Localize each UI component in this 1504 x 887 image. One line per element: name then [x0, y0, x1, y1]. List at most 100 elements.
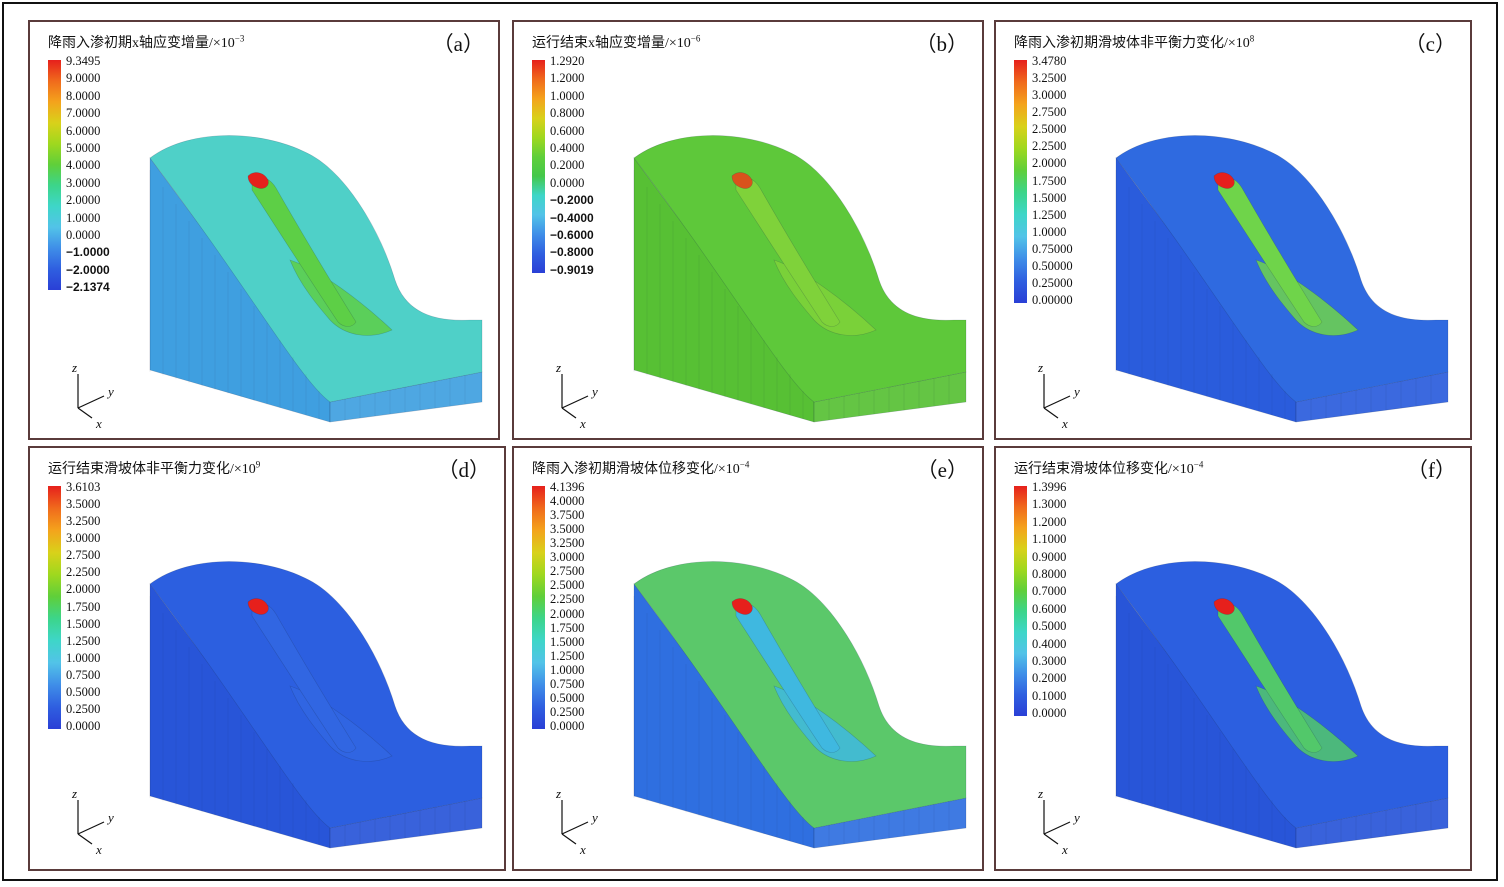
- colorbar-tick-label: −0.8000: [550, 245, 594, 260]
- colorbar-tick-label: 0.2000: [1032, 671, 1067, 686]
- panel-label: （d）: [437, 458, 491, 482]
- slope-right-face: [329, 797, 483, 849]
- slope-right-face: [329, 371, 483, 423]
- hot-spot: [247, 598, 269, 615]
- colorbar-tick-label: 9.3495: [66, 54, 101, 68]
- slope-model-render: [1115, 135, 1449, 423]
- colorbar-tick-label: 0.0000: [1032, 706, 1067, 721]
- axes-triad: z y x: [1037, 786, 1080, 856]
- x-axis-label: x: [1061, 842, 1068, 856]
- colorbar: [1014, 60, 1027, 303]
- mesh-lines: [149, 170, 466, 422]
- slide-zone-band: [735, 602, 841, 753]
- figure-panel: 降雨入渗初期x轴应变增量/×10−3 （a） 9.3495 9.0000 8.0000 7…: [28, 20, 500, 440]
- colorbar-tick-label: 0.8000: [550, 106, 585, 121]
- colorbar-tick-label: 3.2500: [66, 514, 101, 529]
- slide-zone-band: [1217, 602, 1323, 753]
- panel-title: 降雨入渗初期滑坡体非平衡力变化/×108: [1014, 33, 1255, 51]
- colorbar-tick-label: 0.00000: [1032, 293, 1073, 307]
- x-axis: [1043, 833, 1059, 845]
- figure-panel: 降雨入渗初期滑坡体位移变化/×10−4 （e） 4.1396 4.0000 3.7500…: [512, 446, 984, 871]
- colorbar-ticks: 1.3996 1.3000 1.2000 1.1000 0.9000 0.8000 0.70…: [1032, 481, 1112, 729]
- colorbar-tick-label: 1.7500: [1032, 173, 1067, 188]
- colorbar-tick-label: 9.0000: [66, 71, 101, 86]
- panel-label: （c）: [1404, 32, 1456, 56]
- colorbar-tick-label: 2.7500: [550, 564, 585, 579]
- colorbar: [48, 486, 61, 729]
- colorbar-tick-label: 0.2000: [550, 158, 585, 173]
- colorbar-tick-label: −2.0000: [66, 262, 110, 277]
- slide-zone-band: [251, 176, 357, 327]
- colorbar: [532, 486, 545, 729]
- colorbar-tick-label: 2.2500: [1032, 139, 1067, 154]
- colorbar-ticks: 4.1396 4.0000 3.7500 3.5000 3.2500 3.0000 2.75…: [550, 481, 630, 733]
- colorbar-tick-label: 4.1396: [550, 480, 585, 494]
- colorbar-tick-label: 0.2500: [66, 701, 101, 716]
- panel-title: 运行结束滑坡体位移变化/×10−4: [1014, 459, 1204, 477]
- colorbar-tick-label: −0.2000: [550, 193, 594, 208]
- colorbar-tick-label: 1.3996: [1032, 480, 1067, 494]
- figure-panel: 运行结束x轴应变增量/×10−6 （b） 1.2920 1.2000 1.0000 0.8…: [512, 20, 984, 440]
- z-axis-label: z: [1037, 786, 1043, 801]
- colorbar-tick-label: 0.6000: [1032, 601, 1067, 616]
- x-axis-label: x: [95, 842, 102, 856]
- colorbar-tick-label: 1.5000: [1032, 190, 1067, 205]
- panel-title: 降雨入渗初期滑坡体位移变化/×10−4: [532, 459, 750, 477]
- colorbar-tick-label: 2.7500: [1032, 105, 1067, 120]
- colorbar-tick-label: 1.2500: [1032, 207, 1067, 222]
- hot-spot: [1213, 172, 1235, 189]
- mesh-lines: [149, 596, 466, 848]
- mesh-lines: [1115, 596, 1432, 848]
- x-axis-label: x: [579, 416, 586, 430]
- y-axis: [1043, 395, 1071, 409]
- colorbar-tick-label: 1.2000: [550, 71, 585, 86]
- colorbar-tick-label: 1.0000: [550, 662, 585, 677]
- colorbar-tick-label: 0.5000: [66, 684, 101, 699]
- colorbar-tick-label: 1.0000: [66, 650, 101, 665]
- colorbar-tick-label: 3.5000: [66, 497, 101, 512]
- slide-zone-band: [251, 602, 357, 753]
- colorbar-tick-label: 0.8000: [1032, 567, 1067, 581]
- z-axis-label: z: [1037, 360, 1043, 375]
- y-axis-label: y: [106, 810, 114, 825]
- slope-model-render: [149, 135, 483, 423]
- y-axis: [1043, 821, 1071, 835]
- y-axis: [561, 821, 589, 835]
- x-axis: [77, 833, 93, 845]
- colorbar-tick-label: 1.7500: [66, 599, 101, 614]
- slope-model-render: [633, 561, 967, 849]
- y-axis-label: y: [590, 810, 598, 825]
- colorbar-tick-label: 3.0000: [66, 531, 101, 546]
- colorbar-tick-label: 1.2920: [550, 54, 585, 68]
- colorbar-tick-label: 0.6000: [550, 123, 585, 138]
- colorbar-tick-label: 7.0000: [66, 106, 101, 121]
- panel-title: 运行结束滑坡体非平衡力变化/×109: [48, 459, 261, 477]
- slide-zone-band: [735, 176, 841, 327]
- colorbar-tick-label: 4.0000: [550, 494, 585, 509]
- colorbar-tick-label: 2.7500: [66, 548, 101, 563]
- y-axis: [561, 395, 589, 409]
- panel-label: （e）: [916, 458, 968, 482]
- colorbar-tick-label: 0.50000: [1032, 258, 1073, 273]
- colorbar-tick-label: 0.0000: [66, 719, 101, 733]
- colorbar-tick-label: 1.5000: [66, 616, 101, 631]
- colorbar-tick-label: 0.2500: [550, 704, 585, 719]
- colorbar: [1014, 486, 1027, 717]
- y-axis: [77, 395, 105, 409]
- x-axis-label: x: [1061, 416, 1068, 430]
- colorbar: [48, 60, 61, 291]
- colorbar-tick-label: 3.0000: [550, 550, 585, 565]
- mesh-lines: [1115, 170, 1432, 422]
- z-axis-label: z: [555, 360, 561, 375]
- slope-model-render: [1115, 561, 1449, 849]
- colorbar-ticks: 3.4780 3.2500 3.0000 2.7500 2.5000 2.2500 2.00…: [1032, 55, 1112, 307]
- figure-panel: 运行结束滑坡体位移变化/×10−4 （f） 1.3996 1.3000 1.2000 1.…: [994, 446, 1472, 871]
- colorbar-tick-label: 1.2000: [1032, 514, 1067, 529]
- x-axis: [77, 407, 93, 419]
- colorbar-tick-label: 3.5000: [550, 522, 585, 537]
- colorbar-tick-label: 0.9000: [1032, 549, 1067, 564]
- axes-triad: z y x: [555, 360, 598, 430]
- colorbar-tick-label: 3.0000: [66, 175, 101, 190]
- mesh-lines: [633, 596, 950, 848]
- x-axis-label: x: [95, 416, 102, 430]
